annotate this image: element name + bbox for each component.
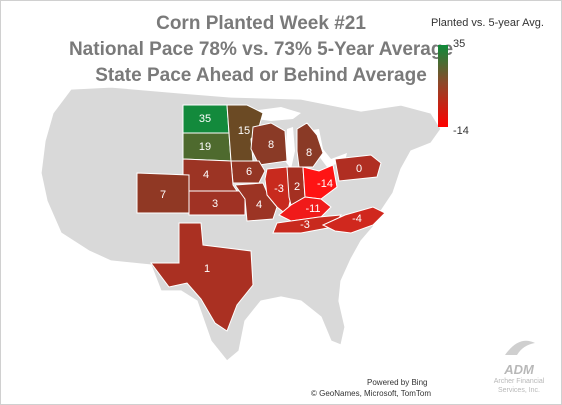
state-nebraska[interactable] [182,158,238,192]
state-pennsylvania[interactable] [334,154,382,182]
state-labels: 35 15 19 8 8 6 4 7 3 4 -3 2 -14 0 -11 -3… [160,113,362,275]
label-ky: -11 [305,203,320,215]
logo-sub-line2: Services, Inc. [497,387,540,394]
label-tx: 1 [204,263,210,275]
label-nd: 35 [199,113,211,125]
label-nc: -4 [352,213,362,225]
state-kansas[interactable] [188,190,246,216]
powered-by-text: Powered by Bing [367,378,428,387]
label-ks: 3 [212,198,218,210]
map-title: Corn Planted Week #21 [156,13,366,34]
state-wisconsin[interactable] [250,122,288,166]
state-texas[interactable] [150,222,254,332]
state-north-carolina[interactable] [321,206,386,234]
legend-color-scale [438,45,448,127]
map-subtitle-national: National Pace 78% vs. 73% 5-Year Average [68,39,454,60]
label-mo: 4 [256,199,262,211]
legend-min-value: -14 [453,125,469,137]
label-oh: -14 [317,178,333,190]
logo-sub-line1: Archer Financial [493,378,545,385]
label-mi: 8 [306,147,312,159]
map-subtitle-state: State Pace Ahead or Behind Average [95,65,427,86]
adm-logo: ADM Archer Financial Services, Inc. [489,339,549,395]
label-sd: 19 [199,141,211,153]
logo-word: ADM [504,362,534,377]
adm-leaf-icon [505,340,535,355]
label-co: 7 [160,189,166,201]
label-ne: 4 [203,169,209,181]
legend-max-value: 35 [453,38,466,50]
label-mn: 15 [238,125,250,137]
lake-michigan [285,127,295,169]
label-ia: 6 [246,166,252,178]
label-il: -3 [274,183,284,195]
logo-subtitle: Archer Financial Services, Inc. [489,377,549,395]
map-attribution: © GeoNames, Microsoft, TomTom [311,389,431,398]
states-layer [136,104,386,332]
label-in: 2 [294,181,300,193]
state-minnesota[interactable] [226,104,264,162]
label-tn: -3 [300,219,310,231]
lake-superior [251,107,301,121]
label-pa: 0 [356,163,362,175]
label-wi: 8 [268,139,274,151]
state-michigan[interactable] [296,122,324,168]
legend-title: Planted vs. 5-year Avg. [431,17,544,29]
